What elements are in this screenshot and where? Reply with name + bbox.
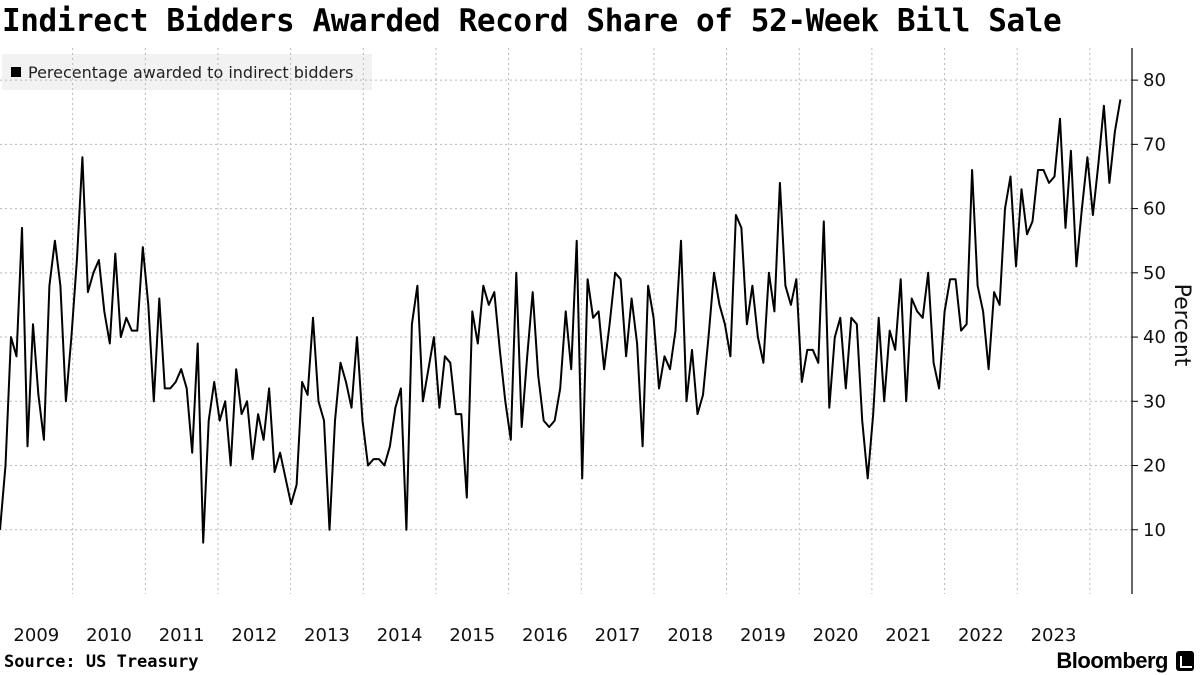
x-tick-label-2015: 2015 <box>449 625 495 646</box>
x-tick-label-2014: 2014 <box>377 625 423 646</box>
y-axis-label: Percent <box>1169 284 1194 367</box>
x-tick-label-2011: 2011 <box>159 625 205 646</box>
y-tick-label-20: 20 <box>1143 456 1166 477</box>
source-note: Source: US Treasury <box>4 652 199 672</box>
y-axis: 10 20 30 40 50 60 70 80 <box>1131 48 1166 594</box>
x-tick-label-2017: 2017 <box>595 625 641 646</box>
y-tick-label-70: 70 <box>1143 134 1166 155</box>
brand-logo: Bloomberg <box>1056 648 1168 673</box>
x-tick-label-2023: 2023 <box>1031 625 1077 646</box>
x-tick-label-2022: 2022 <box>958 625 1004 646</box>
x-tick-label-2013: 2013 <box>304 625 350 646</box>
chart-title: Indirect Bidders Awarded Record Share of… <box>2 3 1062 39</box>
legend-swatch <box>11 67 21 77</box>
x-tick-label-2010: 2010 <box>86 625 132 646</box>
x-tick-label-2009: 2009 <box>13 625 59 646</box>
y-tick-label-60: 60 <box>1143 199 1166 220</box>
x-tick-label-2018: 2018 <box>667 625 713 646</box>
y-tick-label-50: 50 <box>1143 263 1166 284</box>
x-tick-label-2016: 2016 <box>522 625 568 646</box>
grid <box>0 48 1132 594</box>
x-tick-label-2019: 2019 <box>740 625 786 646</box>
series-line-0 <box>0 99 1122 544</box>
bloomberg-chart-icon <box>1176 651 1194 671</box>
x-axis: 2009 2010 2011 2012 2013 2014 2015 2016 2017 2018… <box>13 625 1076 646</box>
y-tick-label-80: 80 <box>1143 70 1166 91</box>
legend: Perecentage awarded to indirect bidders <box>2 54 372 90</box>
y-tick-label-30: 30 <box>1143 391 1166 412</box>
legend-label: Perecentage awarded to indirect bidders <box>28 62 354 82</box>
series-layer <box>0 99 1122 544</box>
x-tick-label-2012: 2012 <box>231 625 277 646</box>
y-tick-label-40: 40 <box>1143 327 1166 348</box>
x-tick-label-2020: 2020 <box>813 625 859 646</box>
y-tick-label-10: 10 <box>1143 520 1166 541</box>
x-tick-label-2021: 2021 <box>885 625 931 646</box>
